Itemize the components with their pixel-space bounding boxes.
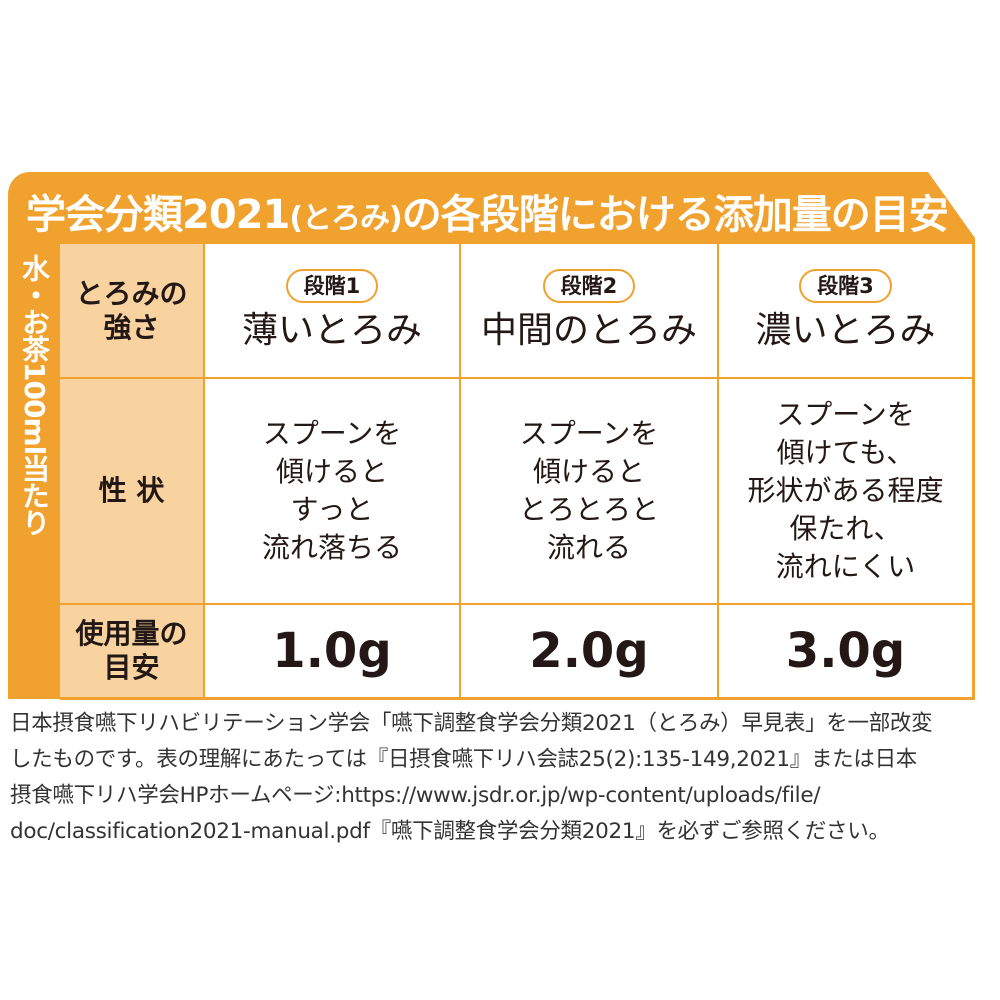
title-paren: (とろみ) <box>289 201 402 236</box>
row-header-amount: 使用量の 目安 <box>60 604 203 697</box>
amount-cell: 1.0g <box>205 604 459 697</box>
property-line: スプーンを <box>519 417 659 450</box>
table-title: 学会分類2021(とろみ)の各段階における添加量の目安 <box>26 182 949 240</box>
property-line: 流れ落ちる <box>261 531 402 564</box>
divider <box>459 244 461 697</box>
amount-cell: 2.0g <box>461 604 717 697</box>
title-rest: の各段階における添加量の目安 <box>401 192 949 238</box>
property-cell: スプーンを傾けるととろとろと流れる <box>461 378 717 604</box>
divider <box>60 603 972 605</box>
title-main: 学会分類2021 <box>26 192 290 238</box>
property-line: 傾けると <box>275 455 388 488</box>
amount-cell: 3.0g <box>719 604 972 697</box>
property-line: スプーンを <box>776 398 915 431</box>
divider <box>717 244 719 697</box>
property-line: すっと <box>290 493 374 526</box>
side-label: 水・お茶100ml当たり <box>18 254 51 536</box>
property-cell: スプーンを傾けるとすっと流れ落ちる <box>205 378 459 604</box>
property-line: 流れる <box>546 531 631 564</box>
property-line: 形状がある程度 <box>747 474 944 507</box>
thickness-level: 中間のとろみ <box>480 310 697 351</box>
amount-value: 2.0g <box>529 622 649 679</box>
stage-badge: 段階1 <box>285 269 379 303</box>
property-cell: スプーンを傾けても、形状がある程度 保たれ、流れにくい <box>719 378 972 604</box>
property-line: とろとろと <box>518 493 659 526</box>
footnote-line: doc/classification2021-manual.pdf『嚥下調整食学… <box>10 819 890 844</box>
row-header-strength: とろみの 強さ <box>60 244 203 378</box>
amount-value: 3.0g <box>785 622 906 679</box>
divider <box>60 377 972 379</box>
footnote-line: したものです。表の理解にあたっては『日摂食嚥下リハ会誌25(2):135-149… <box>10 747 917 772</box>
side-label-band: 水・お茶100ml当たり <box>8 244 60 699</box>
thickness-guide-table: 学会分類2021(とろみ)の各段階における添加量の目安 水・お茶100ml当たり… <box>8 172 975 700</box>
property-line: 保たれ、 <box>789 512 902 545</box>
property-line: 流れにくい <box>775 550 916 583</box>
footnote: 日本摂食嚥下リハビリテーション学会「嚥下調整食学会分類2021（とろみ）早見表」… <box>10 706 995 850</box>
property-line: スプーンを <box>262 417 402 450</box>
level-cell: 段階1 薄いとろみ <box>205 244 459 378</box>
footnote-line: 摂食嚥下リハ学会HPホームページ:https://www.jsdr.or.jp/… <box>10 783 821 808</box>
footnote-line: 日本摂食嚥下リハビリテーション学会「嚥下調整食学会分類2021（とろみ）早見表」… <box>10 711 933 736</box>
title-band: 学会分類2021(とろみ)の各段階における添加量の目安 <box>8 172 975 244</box>
level-cell: 段階3 濃いとろみ <box>719 244 972 378</box>
table-body: とろみの 強さ 性 状 使用量の 目安 段階1 薄いとろみスプーンを傾けるとすっと… <box>60 244 975 700</box>
row-header-property: 性 状 <box>60 378 203 604</box>
thickness-level: 薄いとろみ <box>241 310 422 351</box>
stage-badge: 段階2 <box>542 269 636 303</box>
stage-badge: 段階3 <box>799 269 892 303</box>
amount-value: 1.0g <box>272 622 392 679</box>
property-line: 傾けても、 <box>776 436 915 469</box>
level-cell: 段階2 中間のとろみ <box>461 244 717 378</box>
property-line: 傾けると <box>532 455 645 488</box>
divider <box>203 244 205 697</box>
thickness-level: 濃いとろみ <box>755 310 936 351</box>
